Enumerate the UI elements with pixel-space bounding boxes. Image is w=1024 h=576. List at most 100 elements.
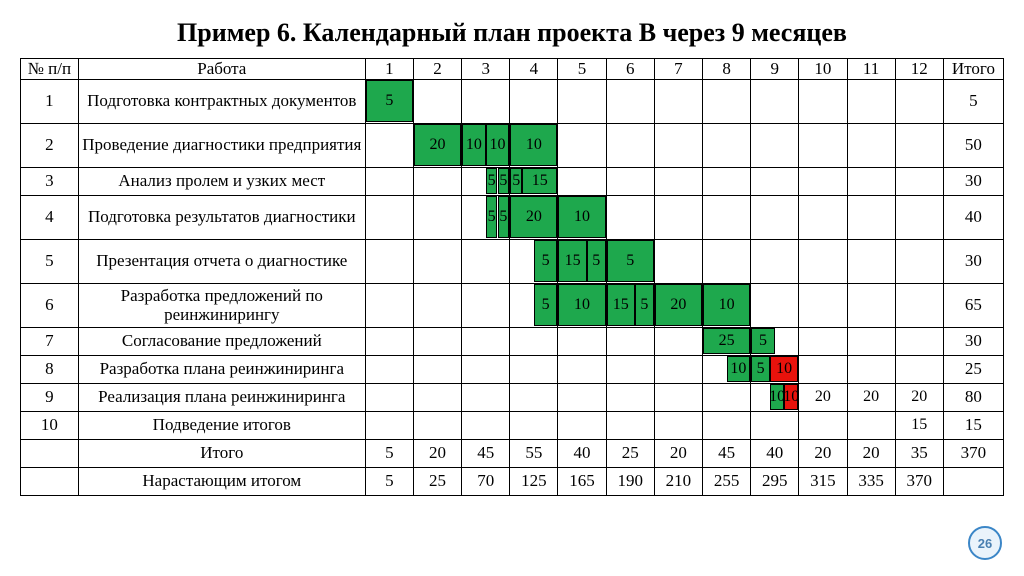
row-task: Реализация плана реинжиниринга xyxy=(78,383,365,411)
row-task: Подготовка контрактных документов xyxy=(78,79,365,123)
col-month-11: 11 xyxy=(847,59,895,80)
row-total: 80 xyxy=(943,383,1003,411)
month-cell xyxy=(365,283,413,327)
col-month-5: 5 xyxy=(558,59,606,80)
month-cell: 20 xyxy=(510,195,558,239)
month-cell: 10 xyxy=(510,123,558,167)
month-cell xyxy=(413,383,461,411)
table-row: 5Презентация отчета о диагностике5155530 xyxy=(21,239,1004,283)
month-cell xyxy=(895,355,943,383)
month-cell xyxy=(702,239,750,283)
bar-segment: 5 xyxy=(534,240,558,282)
month-cell xyxy=(413,327,461,355)
month-cell xyxy=(702,411,750,439)
month-cell xyxy=(462,411,510,439)
month-cell xyxy=(510,327,558,355)
table-body: 1Подготовка контрактных документов552Про… xyxy=(21,79,1004,495)
month-cell xyxy=(413,79,461,123)
month-cell xyxy=(606,79,654,123)
month-cell xyxy=(799,195,847,239)
month-cell: 5 xyxy=(606,239,654,283)
month-cell: 1010 xyxy=(462,123,510,167)
month-cell xyxy=(365,327,413,355)
month-cell: 10 xyxy=(702,283,750,327)
bar-segment: 5 xyxy=(607,240,654,282)
bar-segment: 5 xyxy=(486,168,498,194)
month-cell: 1010 xyxy=(751,383,799,411)
col-month-9: 9 xyxy=(751,59,799,80)
month-cell xyxy=(606,123,654,167)
row-task: Разработка плана реинжиниринга xyxy=(78,355,365,383)
month-cell xyxy=(847,327,895,355)
month-cell xyxy=(654,123,702,167)
month-cell xyxy=(799,239,847,283)
row-task: Подведение итогов xyxy=(78,411,365,439)
month-cell xyxy=(895,195,943,239)
month-cell xyxy=(847,411,895,439)
row-num: 3 xyxy=(21,167,79,195)
month-cell xyxy=(462,79,510,123)
month-cell: 10 xyxy=(702,355,750,383)
table-row: 7Согласование предложений25530 xyxy=(21,327,1004,355)
month-cell xyxy=(413,167,461,195)
month-cell xyxy=(895,327,943,355)
row-num: 5 xyxy=(21,239,79,283)
bar-segment: 10 xyxy=(462,124,486,166)
month-cell xyxy=(799,327,847,355)
row-total: 25 xyxy=(943,355,1003,383)
bar-segment: 20 xyxy=(896,384,943,410)
month-cell xyxy=(654,167,702,195)
month-cell xyxy=(365,123,413,167)
table-row: 1Подготовка контрактных документов55 xyxy=(21,79,1004,123)
month-cell: 5 xyxy=(751,327,799,355)
row-total: 50 xyxy=(943,123,1003,167)
row-num: 7 xyxy=(21,327,79,355)
month-cell xyxy=(895,79,943,123)
row-total: 30 xyxy=(943,167,1003,195)
month-cell xyxy=(847,167,895,195)
month-cell xyxy=(847,355,895,383)
month-cell: 5 xyxy=(510,239,558,283)
month-cell xyxy=(847,239,895,283)
col-month-8: 8 xyxy=(702,59,750,80)
month-cell xyxy=(462,239,510,283)
month-cell: 20 xyxy=(799,383,847,411)
bar-segment: 15 xyxy=(522,168,557,194)
month-cell xyxy=(654,195,702,239)
cumulative-row: Нарастающим итогом5257012516519021025529… xyxy=(21,467,1004,495)
month-cell xyxy=(510,411,558,439)
month-cell xyxy=(606,327,654,355)
row-total: 30 xyxy=(943,239,1003,283)
col-month-3: 3 xyxy=(462,59,510,80)
month-cell xyxy=(413,411,461,439)
month-cell xyxy=(365,167,413,195)
table-row: 3Анализ пролем и узких мест5551530 xyxy=(21,167,1004,195)
month-cell xyxy=(799,411,847,439)
month-cell: 10 xyxy=(558,283,606,327)
bar-segment: 20 xyxy=(848,384,895,410)
bar-segment: 10 xyxy=(558,196,605,238)
month-cell xyxy=(606,195,654,239)
month-cell xyxy=(751,195,799,239)
totals-row-label: Итого xyxy=(78,439,365,467)
month-cell: 20 xyxy=(654,283,702,327)
slide-number: 26 xyxy=(978,536,992,551)
month-cell xyxy=(558,327,606,355)
col-month-4: 4 xyxy=(510,59,558,80)
bar-segment: 10 xyxy=(510,124,557,166)
table-header-row: № п/пРабота123456789101112Итого xyxy=(21,59,1004,80)
bar-segment: 5 xyxy=(751,328,775,354)
bar-segment: 5 xyxy=(510,168,522,194)
month-cell xyxy=(606,411,654,439)
row-task: Подготовка результатов диагностики xyxy=(78,195,365,239)
page-title: Пример 6. Календарный план проекта B чер… xyxy=(20,18,1004,48)
month-cell xyxy=(413,355,461,383)
month-cell xyxy=(606,355,654,383)
month-cell xyxy=(895,167,943,195)
table-row: 10Подведение итогов1515 xyxy=(21,411,1004,439)
month-cell: 5 xyxy=(365,79,413,123)
month-cell: 15 xyxy=(895,411,943,439)
col-task: Работа xyxy=(78,59,365,80)
row-total: 5 xyxy=(943,79,1003,123)
row-task: Презентация отчета о диагностике xyxy=(78,239,365,283)
